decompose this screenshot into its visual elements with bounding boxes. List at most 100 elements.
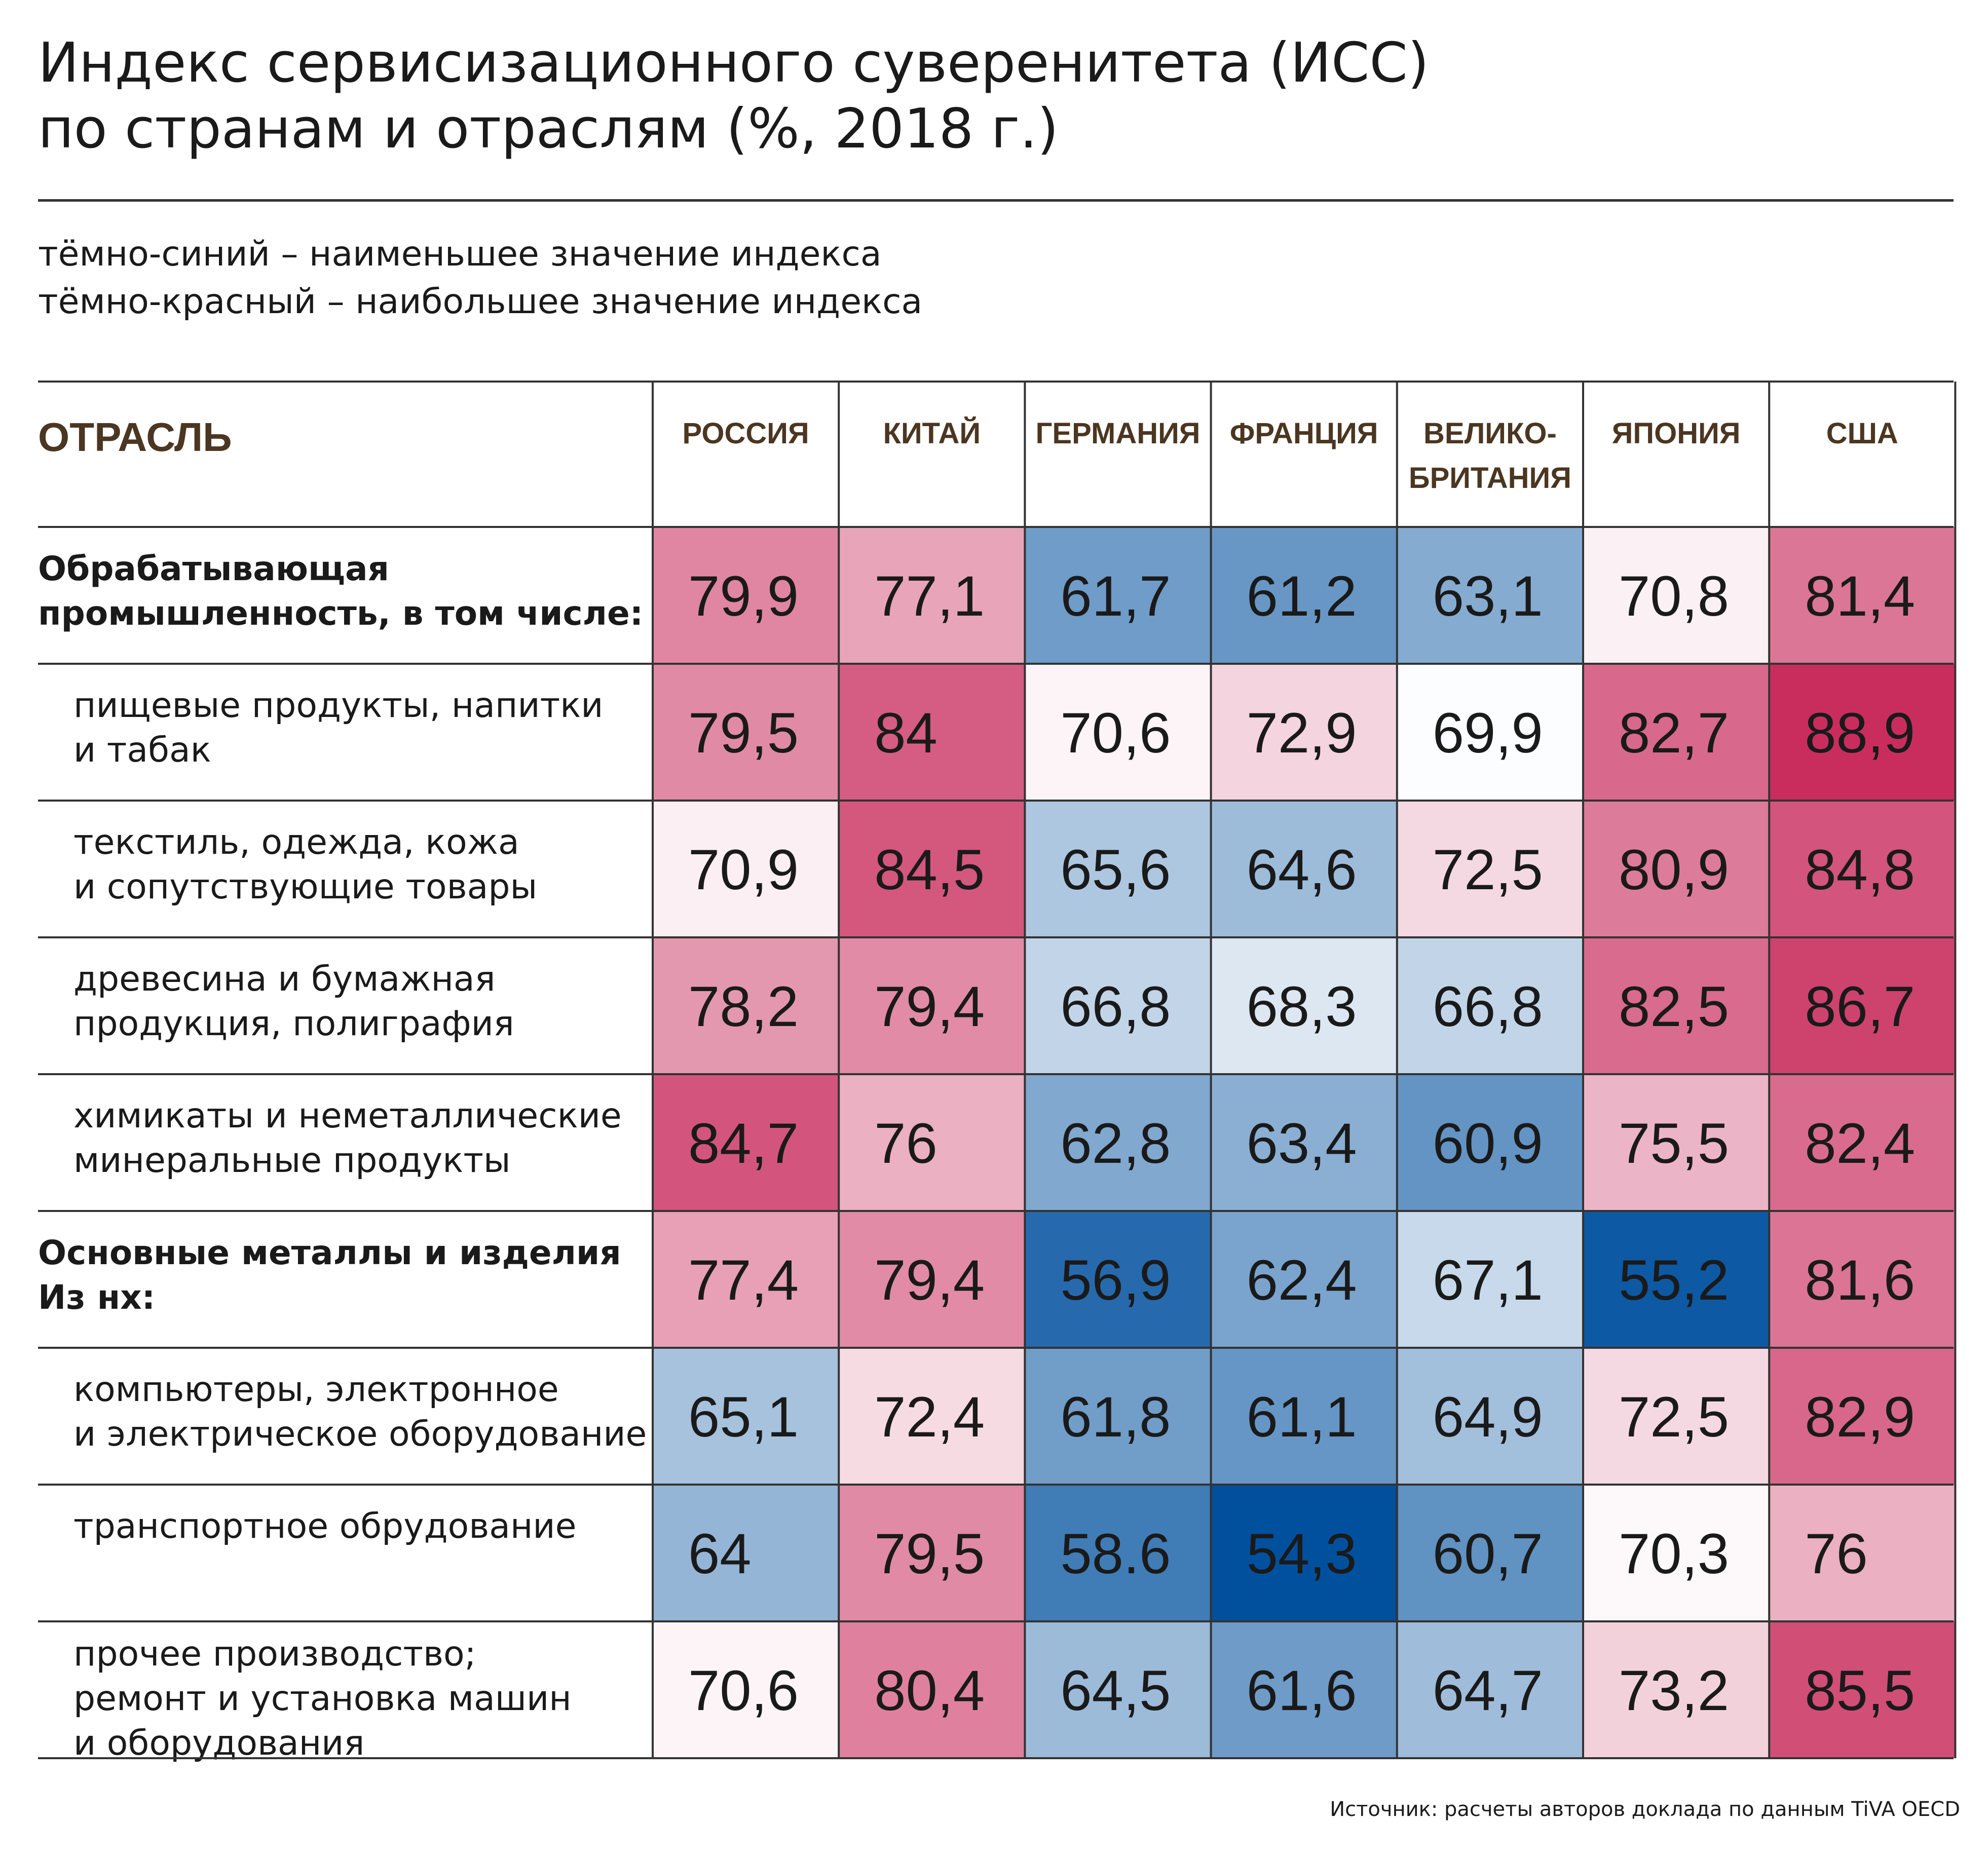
row-label-line: пищевые продукты, напитки <box>73 686 604 726</box>
cell-value-label: 61,7 <box>1060 564 1171 628</box>
heatmap-cell <box>839 1485 1025 1621</box>
cell-value-label: 55,2 <box>1619 1248 1729 1312</box>
heatmap-cell <box>1211 801 1397 937</box>
cell-value-label: 65,1 <box>688 1385 799 1449</box>
cell-value-label: 61,8 <box>1060 1385 1171 1449</box>
heatmap-cell <box>1397 1074 1583 1211</box>
heatmap-cell <box>653 1348 839 1485</box>
title-line-2: по странам и отраслям (%, 2018 г.) <box>38 97 1059 161</box>
column-header-label: США <box>1826 417 1898 450</box>
cell-value-label: 79,4 <box>874 975 985 1038</box>
row-label-line: транспортное обрудование <box>73 1506 576 1546</box>
cell-value-label: 58.6 <box>1060 1522 1171 1585</box>
heatmap-cell <box>839 937 1025 1074</box>
row-label: химикаты и неметаллические минеральные пр… <box>73 1096 622 1181</box>
cell-value-label: 75,5 <box>1619 1112 1729 1175</box>
heatmap-cell <box>653 937 839 1074</box>
row-label-line: текстиль, одежда, кожа <box>73 822 519 862</box>
heatmap-cell <box>1397 664 1583 801</box>
row-label-line: минеральные продукты <box>73 1141 511 1181</box>
cell-value-label: 64,7 <box>1433 1659 1543 1722</box>
row-label-line: Из нх: <box>38 1278 155 1317</box>
heatmap-cell <box>1397 527 1583 664</box>
cell-value-label: 63,4 <box>1247 1112 1357 1175</box>
row-label: текстиль, одежда, кожа и сопутствующие то… <box>73 822 537 907</box>
heatmap-cell <box>1211 937 1397 1074</box>
row-label-line: и электрическое оборудование <box>73 1414 647 1454</box>
heatmap-cell <box>653 1485 839 1621</box>
cell-value-label: 64,6 <box>1247 838 1357 901</box>
cell-value-label: 61,1 <box>1247 1385 1357 1449</box>
heatmap-cell <box>1025 664 1211 801</box>
heatmap-cell <box>1397 1485 1583 1621</box>
heatmap-cell <box>653 1074 839 1211</box>
column-header-label: КИТАЙ <box>883 417 981 450</box>
chart-title: Индекс сервисизационного суверенитета (И… <box>38 30 1429 162</box>
cell-value-label: 72,5 <box>1619 1385 1729 1449</box>
cell-value-label: 79,5 <box>874 1522 985 1585</box>
cell-value-label: 77,1 <box>874 564 985 628</box>
heatmap-cell <box>1025 1348 1211 1485</box>
heatmap-cell <box>839 801 1025 937</box>
column-header-label: ФРАНЦИЯ <box>1230 417 1378 450</box>
cell-value-label: 82,7 <box>1619 701 1729 765</box>
cell-value-label: 64,9 <box>1433 1385 1543 1449</box>
cell-value-label: 72,9 <box>1247 701 1357 765</box>
heatmap-cell <box>1211 1621 1397 1758</box>
cell-value-label: 80,9 <box>1619 838 1729 901</box>
heatmap-cell <box>1769 1348 1956 1485</box>
heatmap-cell <box>653 1621 839 1758</box>
heatmap-cell <box>653 801 839 937</box>
heatmap-cell <box>1025 937 1211 1074</box>
cell-value-label: 63,1 <box>1433 564 1543 628</box>
row-label-line: ремонт и установка машин <box>73 1679 572 1719</box>
heatmap-cell <box>1025 1074 1211 1211</box>
column-header-line: ВЕЛИКО- <box>1423 417 1557 450</box>
heatmap-cell <box>1583 1348 1770 1485</box>
cell-value-label: 79,4 <box>874 1248 985 1312</box>
row-label-line: химикаты и неметаллические <box>73 1096 622 1136</box>
color-legend: тёмно-синий – наименьшее значение индекс… <box>38 231 922 326</box>
heatmap-cell <box>1583 801 1770 937</box>
heatmap-cell <box>1583 1211 1770 1348</box>
heatmap-cell <box>839 664 1025 801</box>
row-label-line: прочее производство; <box>73 1634 476 1674</box>
legend-line-2: тёмно-красный – наибольшее значение инде… <box>38 282 923 322</box>
heatmap-cell <box>1025 527 1211 664</box>
heatmap-cell <box>1397 1348 1583 1485</box>
row-label: Основные металлы и изделия Из нх: <box>38 1233 621 1317</box>
cell-value-label: 60,9 <box>1433 1112 1543 1175</box>
column-header-label: ГЕРМАНИЯ <box>1036 417 1201 450</box>
row-label: транспортное обрудование <box>73 1506 576 1546</box>
heatmap-cell <box>839 1348 1025 1485</box>
cell-value-label: 72,4 <box>874 1385 985 1449</box>
row-label-line: компьютеры, электронное <box>73 1370 559 1410</box>
row-label-line: древесина и бумажная <box>73 959 496 999</box>
cell-value-label: 70,6 <box>688 1659 799 1722</box>
column-header-line: РОССИЯ <box>683 417 809 450</box>
row-label: Обрабатывающая промышленность, в том числ… <box>38 549 643 633</box>
cell-value-label: 70,9 <box>688 838 799 901</box>
heatmap-cell <box>1769 527 1956 664</box>
column-header-line: ФРАНЦИЯ <box>1230 417 1378 450</box>
cell-value-label: 78,2 <box>688 975 799 1038</box>
cell-value-label: 56,9 <box>1060 1248 1171 1312</box>
heatmap-cell <box>1583 1485 1770 1621</box>
cell-value-label: 76 <box>1805 1522 1868 1585</box>
cell-value-label: 64 <box>688 1522 752 1585</box>
cell-value-label: 70,3 <box>1619 1522 1729 1585</box>
heatmap-cell <box>1769 801 1956 937</box>
cell-value-label: 66,8 <box>1433 975 1543 1038</box>
cell-value-label: 61,2 <box>1247 564 1357 628</box>
heatmap-cell <box>1397 801 1583 937</box>
column-header-line: КИТАЙ <box>883 417 981 450</box>
column-header-line: БРИТАНИЯ <box>1409 462 1571 495</box>
heatmap-cell <box>1025 801 1211 937</box>
row-label-line: и оборудования <box>73 1723 364 1763</box>
cell-value-label: 76 <box>874 1112 937 1175</box>
cell-value-label: 70,8 <box>1619 564 1729 628</box>
column-header-label: РОССИЯ <box>683 417 809 450</box>
cell-value-label: 77,4 <box>688 1248 799 1312</box>
